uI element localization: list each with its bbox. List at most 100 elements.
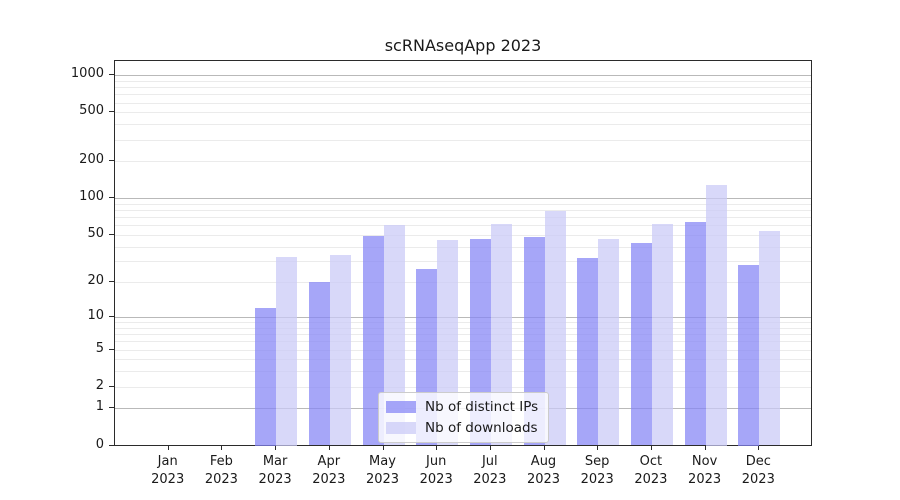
x-tick-label-may: May 2023 bbox=[365, 454, 400, 487]
x-tick-mark-jun bbox=[436, 446, 438, 450]
y-tick-label-20: 20 bbox=[87, 273, 104, 289]
legend-item-downloads: Nb of downloads bbox=[386, 420, 538, 436]
y-tick-mark-2 bbox=[109, 385, 114, 387]
x-tick-mark-nov bbox=[704, 446, 706, 450]
x-tick-mark-apr bbox=[328, 446, 330, 450]
minor-gridline-900 bbox=[115, 80, 811, 82]
x-tick-mark-feb bbox=[221, 446, 223, 450]
y-tick-label-1: 1 bbox=[95, 399, 104, 415]
y-tick-label-100: 100 bbox=[79, 189, 104, 205]
minor-gridline-200 bbox=[115, 161, 811, 163]
x-tick-label-nov: Nov 2023 bbox=[688, 454, 722, 487]
bar-downloads-apr bbox=[329, 254, 351, 446]
y-tick-mark-1000 bbox=[109, 74, 114, 76]
minor-gridline-2 bbox=[115, 386, 811, 388]
minor-gridline-90 bbox=[115, 203, 811, 205]
major-gridline-100 bbox=[115, 198, 811, 200]
y-tick-mark-500 bbox=[109, 111, 114, 113]
x-tick-label-dec: Dec 2023 bbox=[741, 454, 775, 487]
y-tick-label-200: 200 bbox=[79, 152, 104, 168]
y-tick-mark-10 bbox=[109, 316, 114, 317]
bars-layer bbox=[115, 61, 811, 446]
legend-item-distinct-ips: Nb of distinct IPs bbox=[386, 399, 538, 415]
y-tick-mark-200 bbox=[109, 160, 114, 162]
y-tick-label-0: 0 bbox=[95, 436, 104, 452]
minor-gridline-30 bbox=[115, 261, 811, 263]
minor-gridline-400 bbox=[115, 124, 811, 126]
x-tick-mark-oct bbox=[650, 446, 652, 450]
bar-downloads-oct bbox=[651, 224, 673, 446]
y-tick-mark-5 bbox=[109, 348, 114, 350]
minor-gridline-4 bbox=[115, 359, 811, 361]
x-tick-label-sep: Sep 2023 bbox=[580, 454, 614, 487]
minor-gridline-9 bbox=[115, 322, 811, 324]
x-tick-label-apr: Apr 2023 bbox=[312, 454, 346, 487]
bar-ips-dec bbox=[738, 265, 760, 446]
bar-ips-sep bbox=[577, 258, 599, 446]
minor-gridline-5 bbox=[115, 349, 811, 351]
chart-title: scRNAseqApp 2023 bbox=[384, 36, 542, 55]
y-tick-label-10: 10 bbox=[87, 308, 104, 323]
x-tick-label-jun: Jun 2023 bbox=[419, 454, 453, 487]
major-gridline-1000 bbox=[115, 75, 811, 77]
x-tick-label-feb: Feb 2023 bbox=[204, 454, 238, 487]
bar-downloads-may bbox=[383, 225, 405, 446]
y-tick-mark-20 bbox=[109, 281, 114, 283]
bar-downloads-nov bbox=[705, 185, 727, 446]
y-tick-label-2: 2 bbox=[95, 377, 104, 393]
minor-gridline-3 bbox=[115, 371, 811, 373]
bar-ips-apr bbox=[308, 282, 330, 446]
minor-gridline-8 bbox=[115, 327, 811, 329]
legend-label-distinct-ips: Nb of distinct IPs bbox=[425, 399, 539, 415]
bar-ips-nov bbox=[684, 221, 706, 446]
x-tick-label-jul: Jul 2023 bbox=[473, 454, 507, 487]
minor-gridline-300 bbox=[115, 139, 811, 141]
legend-swatch-downloads bbox=[386, 422, 416, 434]
y-tick-label-1000: 1000 bbox=[70, 66, 104, 82]
minor-gridline-60 bbox=[115, 225, 811, 227]
bar-downloads-jul bbox=[490, 224, 512, 446]
legend: Nb of distinct IPs Nb of downloads bbox=[378, 392, 550, 443]
y-tick-label-50: 50 bbox=[87, 225, 104, 241]
minor-gridline-7 bbox=[115, 334, 811, 335]
bar-downloads-aug bbox=[544, 211, 566, 446]
minor-gridline-500 bbox=[115, 112, 811, 114]
minor-gridline-600 bbox=[115, 102, 811, 104]
bar-ips-oct bbox=[630, 242, 652, 446]
x-tick-label-oct: Oct 2023 bbox=[634, 454, 668, 487]
x-tick-mark-may bbox=[382, 446, 384, 450]
y-tick-mark-1 bbox=[109, 407, 114, 409]
minor-gridline-6 bbox=[115, 341, 811, 343]
x-tick-mark-dec bbox=[758, 446, 760, 450]
minor-gridline-50 bbox=[115, 234, 811, 236]
bar-downloads-dec bbox=[759, 230, 781, 446]
x-tick-mark-sep bbox=[597, 446, 599, 450]
y-tick-mark-50 bbox=[109, 233, 114, 235]
major-gridline-10 bbox=[115, 317, 811, 318]
bar-downloads-mar bbox=[276, 256, 298, 446]
bar-downloads-sep bbox=[598, 239, 620, 446]
grid-layer bbox=[115, 61, 811, 445]
x-tick-label-mar: Mar 2023 bbox=[258, 454, 292, 487]
bar-ips-mar bbox=[255, 308, 277, 446]
x-tick-mark-mar bbox=[275, 446, 277, 450]
y-tick-mark-0 bbox=[109, 444, 114, 446]
minor-gridline-700 bbox=[115, 94, 811, 96]
y-tick-mark-100 bbox=[109, 197, 114, 199]
minor-gridline-800 bbox=[115, 87, 811, 89]
minor-gridline-80 bbox=[115, 210, 811, 211]
x-tick-label-aug: Aug 2023 bbox=[526, 454, 561, 487]
x-tick-mark-jan bbox=[167, 446, 169, 450]
x-tick-mark-aug bbox=[543, 446, 545, 450]
y-tick-label-500: 500 bbox=[79, 103, 104, 119]
x-tick-mark-jul bbox=[489, 446, 491, 450]
legend-swatch-distinct-ips bbox=[386, 401, 416, 413]
y-tick-label-5: 5 bbox=[95, 340, 104, 356]
minor-gridline-70 bbox=[115, 217, 811, 218]
x-tick-label-jan: Jan 2023 bbox=[151, 454, 185, 487]
plot-area: Nb of distinct IPs Nb of downloads bbox=[114, 60, 812, 446]
minor-gridline-20 bbox=[115, 282, 811, 284]
legend-label-downloads: Nb of downloads bbox=[425, 420, 538, 436]
minor-gridline-40 bbox=[115, 246, 811, 248]
